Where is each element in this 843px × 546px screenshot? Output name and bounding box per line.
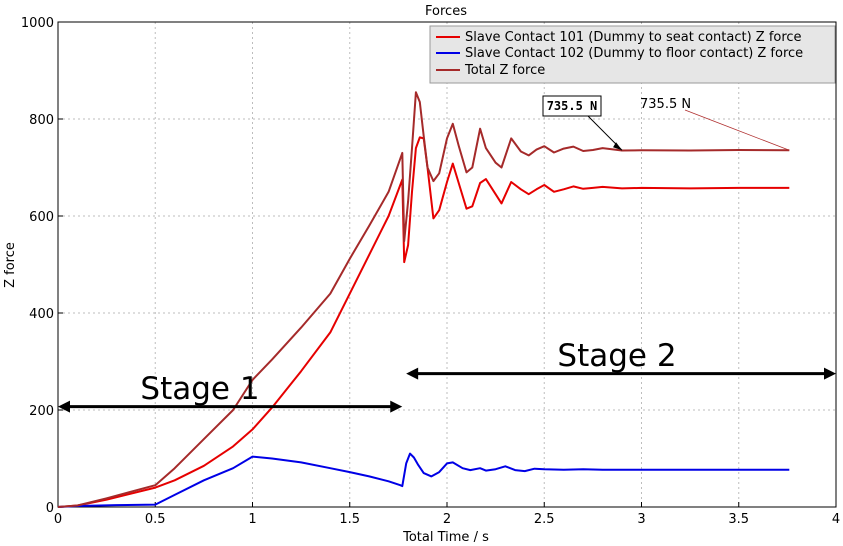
legend-label-series-1: Slave Contact 101 (Dummy to seat contact… [465, 30, 802, 45]
x-tick-label: 3.5 [728, 512, 749, 527]
legend-box [429, 25, 836, 84]
stage1-arrow-right-head [390, 400, 403, 413]
x-axis: 0 0.5 1 1.5 2 2.5 3 3.5 4 [54, 502, 840, 527]
series-line-1 [57, 136, 790, 508]
chart-title: Forces [425, 4, 467, 19]
stage2-label: Stage 2 [557, 338, 676, 374]
annotations: 735.5 N 735.5 N Stage 1 Stage 2 [58, 95, 836, 413]
plot-frame [57, 21, 837, 508]
series-line-3 [57, 91, 790, 508]
y-tick-label: 600 [29, 210, 54, 225]
x-tick-label: 4 [832, 512, 840, 527]
plain-label-text: 735.5 N [640, 97, 691, 112]
boxed-label-box [542, 95, 602, 117]
series-layer [57, 91, 790, 508]
stage2-arrow-left-head [406, 367, 419, 380]
x-tick-label: 2 [443, 512, 451, 527]
series-line-2 [57, 452, 790, 508]
x-tick-label: 3 [637, 512, 645, 527]
x-tick-label: 0.5 [145, 512, 166, 527]
x-tick-label: 2.5 [534, 512, 555, 527]
stage2-arrow-right-head [824, 367, 836, 380]
y-tick-label: 400 [29, 307, 54, 322]
y-tick-label: 1000 [21, 16, 54, 31]
stage1-label: Stage 1 [140, 371, 259, 407]
y-tick-label: 200 [29, 404, 54, 419]
y-axis-title: Z force [3, 242, 18, 288]
legend-label-series-3: Total Z force [464, 63, 545, 78]
legend-label-series-2: Slave Contact 102 (Dummy to floor contac… [465, 46, 803, 61]
legend: Slave Contact 101 (Dummy to seat contact… [429, 25, 836, 84]
y-tick-label: 0 [46, 501, 54, 516]
y-tick-label: 800 [29, 113, 54, 128]
x-axis-title: Total Time / s [402, 530, 489, 545]
x-tick-label: 1 [248, 512, 256, 527]
stage1-arrow-left-head [58, 400, 70, 413]
boxed-label-arrowhead [613, 142, 623, 151]
x-tick-label: 1.5 [339, 512, 360, 527]
grid-lines [57, 21, 837, 508]
boxed-label-text: 735.5 N [547, 99, 598, 113]
x-tick-label: 0 [54, 512, 62, 527]
y-axis: 0 200 400 600 800 1000 [21, 16, 63, 516]
plain-label-leader [684, 109, 790, 151]
